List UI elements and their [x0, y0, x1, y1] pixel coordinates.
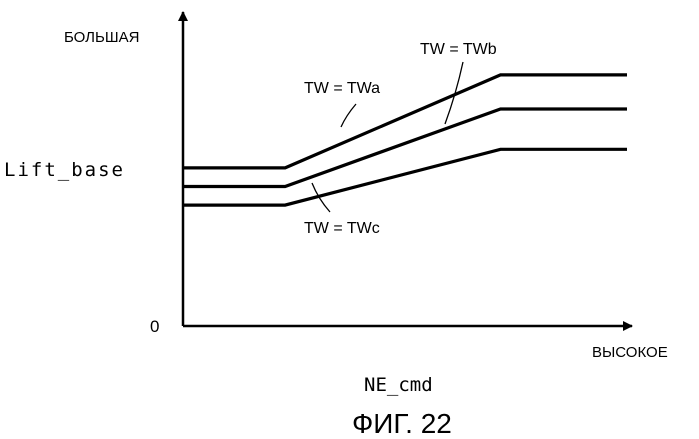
series-label-twc: TW = TWc — [304, 220, 380, 237]
leader-line-twa — [341, 104, 356, 127]
y-origin-label: 0 — [150, 317, 159, 336]
x-axis-label: NE_cmd — [364, 374, 433, 396]
series-line-twa — [183, 75, 627, 168]
series-line-twc — [183, 149, 627, 205]
series-label-twb: TW = TWb — [420, 41, 497, 58]
x-axis-end-label: ВЫСОКОЕ — [592, 344, 668, 361]
y-axis-label: Lift_base — [4, 159, 125, 181]
series-label-twa: TW = TWa — [304, 80, 380, 97]
figure-caption: ФИГ. 22 — [352, 408, 452, 439]
y-axis-top-label: БОЛЬШАЯ — [64, 29, 139, 46]
